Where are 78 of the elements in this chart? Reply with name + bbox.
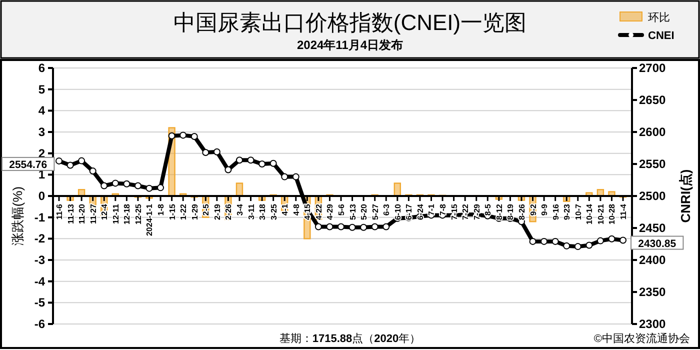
y-tick-label: -2 xyxy=(34,232,46,246)
x-tick-label: 2024-1-1 xyxy=(145,203,154,236)
y-tick-label: -1 xyxy=(34,210,46,224)
legend-label: CNEI xyxy=(648,30,674,42)
x-tick-label: 7-29 xyxy=(472,203,482,220)
y2-tick-label: 2600 xyxy=(639,125,666,139)
y2-tick-label: 2350 xyxy=(639,285,666,299)
y-tick-label: 6 xyxy=(38,61,46,75)
y2-tick-label: 2650 xyxy=(639,93,666,107)
y-tick-label: -3 xyxy=(34,253,46,267)
y2-tick-label: 2550 xyxy=(639,157,666,171)
x-tick-label: 5-13 xyxy=(348,203,358,220)
y2-tick-label: 2700 xyxy=(639,61,666,75)
x-tick-label: 9-9 xyxy=(540,203,550,216)
y2-tick-label: 2500 xyxy=(639,189,666,203)
x-tick-label: 11-6 xyxy=(55,203,64,220)
x-tick-label: 2-5 xyxy=(202,203,211,216)
y-tick-label: 4 xyxy=(38,104,46,118)
x-tick-label: 8-5 xyxy=(484,203,493,216)
text: 基期：1715.88点（2020年） xyxy=(279,332,421,345)
x-tick-label: 1-22 xyxy=(179,203,188,220)
x-tick-label: 11-4 xyxy=(619,203,628,220)
x-tick-label: 4-22 xyxy=(314,203,324,220)
x-tick-label: 3-4 xyxy=(235,203,244,216)
legend-label: 环比 xyxy=(648,11,670,24)
x-tick-label: 5-20 xyxy=(360,203,369,220)
x-tick-label: 11-20 xyxy=(78,203,87,224)
x-tick-label: 10-7 xyxy=(574,203,583,220)
x-tick-label: 5-6 xyxy=(337,203,346,216)
x-tick-label: 3-18 xyxy=(258,203,268,220)
x-tick-label: 6-17 xyxy=(404,203,414,220)
x-tick-label: 4-1 xyxy=(280,203,290,216)
x-tick-label: 1-15 xyxy=(168,203,177,220)
x-tick-label: 7-8 xyxy=(438,203,448,216)
x-tick-label: 6-10 xyxy=(393,203,402,220)
x-tick-label: 10-28 xyxy=(608,203,617,224)
y2-tick-label: 2400 xyxy=(639,253,666,267)
x-tick-label: 9-16 xyxy=(551,203,560,220)
x-tick-label: 4-29 xyxy=(326,203,335,220)
x-tick-label: 1-8 xyxy=(156,203,166,216)
y-tick-label: -4 xyxy=(34,274,46,288)
y2-tick-label: 2300 xyxy=(639,317,666,331)
chart-subtitle: 2024年11月4日发布 xyxy=(296,38,404,52)
x-tick-label: 12-25 xyxy=(134,203,143,224)
x-tick-label: 3-25 xyxy=(269,203,278,220)
x-tick-label: 11-13 xyxy=(66,203,76,224)
chart-title: 中国尿素出口价格指数(CNEI)一览图 xyxy=(173,10,527,35)
x-tick-label: 8-19 xyxy=(506,203,516,220)
x-tick-label: 8-26 xyxy=(517,203,526,220)
x-tick-label: 1-29 xyxy=(190,203,200,220)
x-tick-label: 10-21 xyxy=(596,203,606,224)
x-tick-label: 11-27 xyxy=(88,203,98,224)
y-tick-label: -5 xyxy=(34,296,46,310)
y2-axis-title: CNRI(点) xyxy=(678,169,693,223)
x-tick-label: 7-1 xyxy=(427,203,436,216)
y-tick-label: 0 xyxy=(38,189,46,203)
text: 2430.85 xyxy=(638,238,676,250)
x-tick-label: 3-11 xyxy=(246,203,256,220)
x-tick-label: 2-26 xyxy=(224,203,234,220)
x-tick-label: 5-27 xyxy=(370,203,380,220)
y-tick-label: -6 xyxy=(34,317,46,331)
x-tick-label: 6-3 xyxy=(382,203,392,216)
y-tick-label: 3 xyxy=(38,125,46,139)
y2-tick-label: 2450 xyxy=(639,221,666,235)
text: ©中国农资流通协会 xyxy=(594,332,690,345)
y-axis-title: 涨跌幅(%) xyxy=(10,186,25,246)
x-tick-label: 12-4 xyxy=(100,203,110,220)
x-tick-label: 12-11 xyxy=(111,203,120,224)
x-tick-label: 2-19 xyxy=(212,203,222,220)
x-tick-label: 9-23 xyxy=(562,203,572,220)
x-tick-label: 4-8 xyxy=(292,203,301,216)
x-tick-label: 10-14 xyxy=(585,203,594,224)
x-tick-label: 9-2 xyxy=(528,203,538,216)
x-tick-label: 12-18 xyxy=(122,203,132,224)
y-tick-label: 5 xyxy=(38,82,46,96)
x-tick-label: 7-15 xyxy=(450,203,459,220)
x-tick-label: 7-22 xyxy=(461,203,470,220)
x-tick-label: 8-12 xyxy=(494,203,504,220)
